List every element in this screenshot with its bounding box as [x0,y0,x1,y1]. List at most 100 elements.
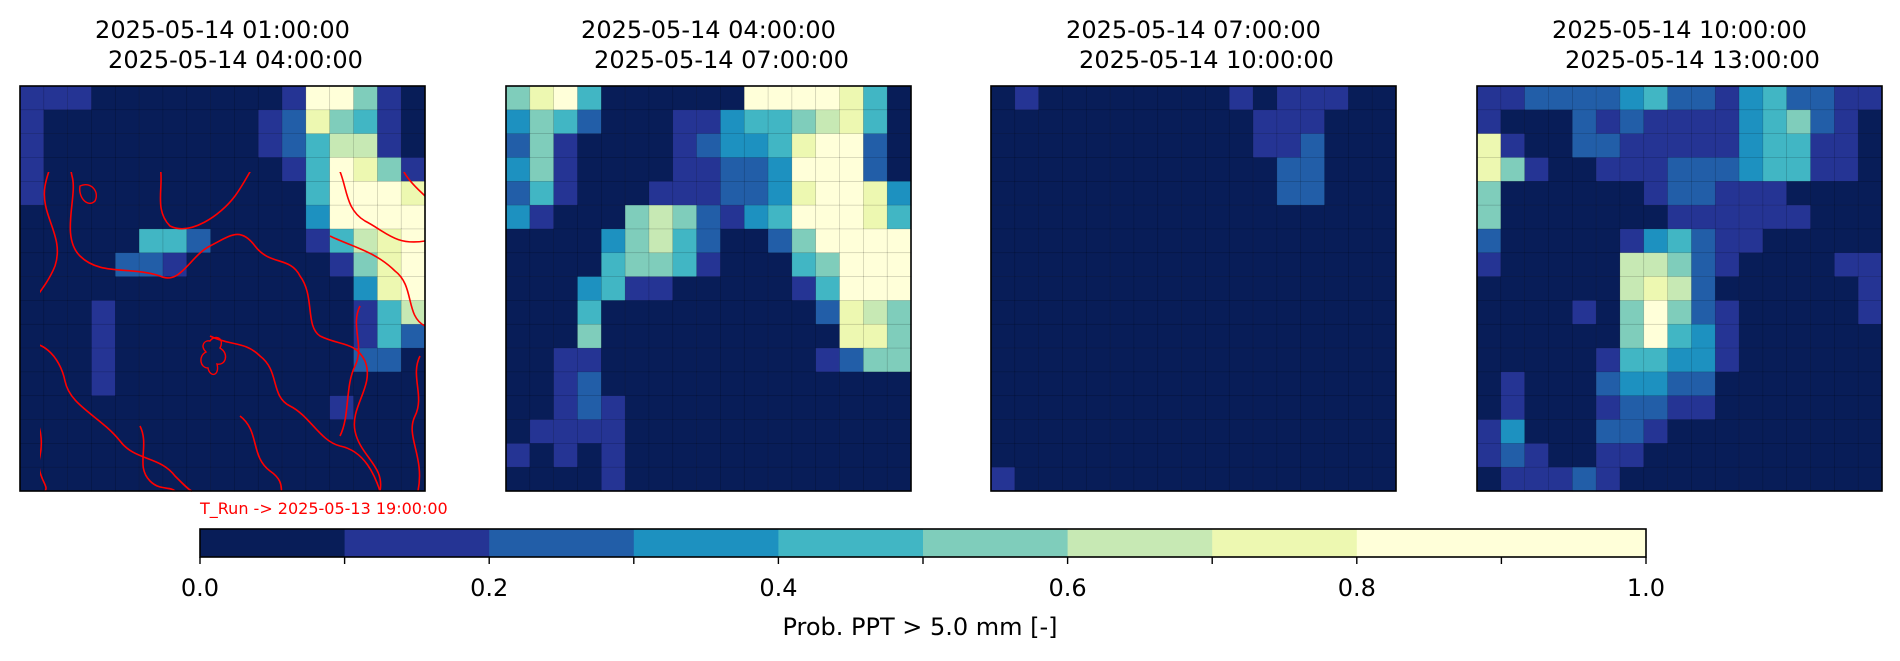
heatmap-cell [1834,300,1859,325]
heatmap-cell [1157,204,1183,230]
heatmap-cell [1595,228,1621,254]
heatmap-cell [1786,157,1812,182]
heatmap-cell [1762,347,1788,373]
heatmap-cell [19,300,45,325]
heatmap-cell [1667,466,1693,492]
heatmap-cell [1109,347,1135,373]
heatmap-cell [114,204,140,230]
heatmap-cell [1476,443,1502,468]
heatmap-cell [1109,133,1135,159]
heatmap-cell [1205,300,1230,325]
heatmap-cell [1038,347,1064,373]
heatmap-cell [162,157,188,182]
heatmap-cell [648,157,674,182]
heatmap-cell [1300,276,1326,302]
heatmap-cell [1133,180,1159,206]
heatmap-cell [1714,395,1740,421]
heatmap-cell [162,133,188,159]
heatmap-cell [1595,133,1621,159]
heatmap-cell [1133,157,1159,182]
heatmap-cell [1691,157,1716,182]
heatmap-cell [377,395,402,421]
heatmap-cell [400,323,426,349]
heatmap-cell [1085,252,1111,278]
heatmap-cell [1014,85,1040,111]
heatmap-cell [720,347,745,373]
heatmap-cell [648,419,674,444]
heatmap-cell [791,466,817,492]
heatmap-cell [1548,347,1573,373]
heatmap-cell [886,371,912,397]
heatmap-cell [1300,109,1326,135]
heatmap-cell [743,204,769,230]
heatmap-cell [1691,395,1716,421]
heatmap-cell [1857,323,1883,349]
heatmap-cell [1786,252,1812,278]
heatmap-cell [1181,109,1207,135]
heatmap-cell [1834,157,1859,182]
heatmap-cell [1714,85,1740,111]
heatmap-cell [1371,109,1397,135]
heatmap-cell [1476,323,1502,349]
heatmap-cell [305,133,331,159]
heatmap-cell [1571,419,1597,444]
heatmap-cell [1228,85,1254,111]
heatmap-cell [672,347,698,373]
heatmap-cell [863,133,888,159]
heatmap-cell [138,371,164,397]
heatmap-cell [210,466,236,492]
heatmap-cell [210,85,236,111]
heatmap-cell [839,443,864,468]
colorbar-tick-label: 0.0 [181,574,219,602]
heatmap-cell [1619,300,1645,325]
heatmap-cell [863,180,888,206]
heatmap-cell [1252,204,1278,230]
heatmap-cell [1595,252,1621,278]
heatmap-cell [1181,419,1207,444]
heatmap-cell [1834,323,1859,349]
heatmap-cell [1810,276,1835,302]
heatmap-cell [1667,204,1693,230]
heatmap-cell [720,109,745,135]
heatmap-cell [600,300,626,325]
heatmap-cell [377,276,402,302]
heatmap-cell [1205,85,1230,111]
heatmap-cell [138,109,164,135]
colorbar-tick-label: 0.8 [1338,574,1376,602]
heatmap-cell [162,395,188,421]
heatmap-cell [577,443,602,468]
heatmap-cell [863,347,888,373]
heatmap-cell [624,204,650,230]
heatmap-cell [1476,466,1502,492]
heatmap-cell [696,300,722,325]
colorbar-segment [633,529,779,557]
colorbar-tick-label: 0.6 [1049,574,1087,602]
heatmap-cell [1038,443,1064,468]
heatmap-cell [767,371,793,397]
heatmap-cell [234,371,259,397]
heatmap-cell [1762,300,1788,325]
heatmap-cell [1738,443,1764,468]
heatmap-cell [600,85,626,111]
heatmap-cell [1181,323,1207,349]
colorbar-segment [1356,529,1502,557]
heatmap-cell [1038,252,1064,278]
heatmap-cell [1714,371,1740,397]
heatmap-cell [505,395,531,421]
heatmap-cell [505,252,531,278]
heatmap-cell [1691,276,1716,302]
heatmap-cell [1181,276,1207,302]
heatmap-cell [600,204,626,230]
heatmap-cell [1348,419,1373,444]
heatmap-cell [1300,371,1326,397]
heatmap-cell [529,323,555,349]
heatmap-cell [305,395,331,421]
heatmap-cell [1276,109,1302,135]
heatmap-cell [720,395,745,421]
heatmap-cell [1085,323,1111,349]
heatmap-cell [1548,276,1573,302]
heatmap-cell [815,180,841,206]
heatmap-cell [1834,395,1859,421]
heatmap-cell [114,371,140,397]
heatmap-cell [1548,371,1573,397]
